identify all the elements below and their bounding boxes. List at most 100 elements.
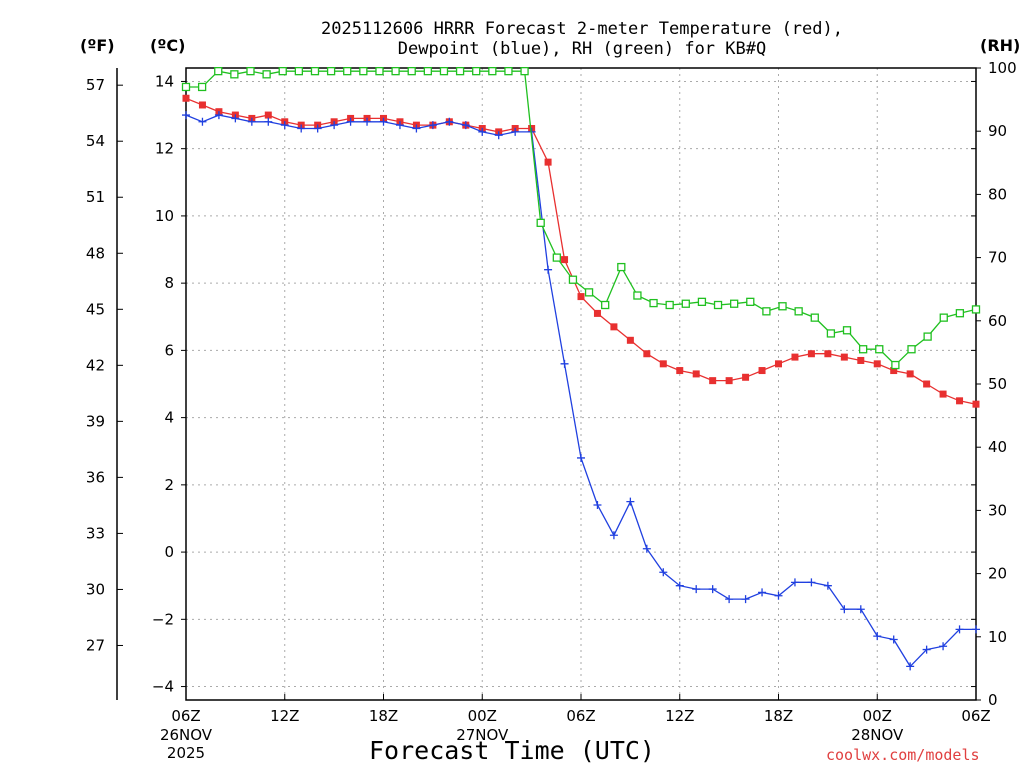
- temperature-point: [873, 360, 881, 368]
- x-tick-date: 26NOV: [160, 726, 213, 744]
- x-tick-label: 18Z: [764, 707, 793, 725]
- celsius-tick-label: 12: [155, 140, 174, 158]
- fahrenheit-tick-label: 48: [86, 244, 105, 262]
- dewpoint-point: [363, 117, 372, 126]
- dewpoint-point: [675, 581, 684, 590]
- temperature-point: [544, 158, 552, 166]
- temperature-point: [659, 360, 667, 368]
- dewpoint-point: [412, 124, 421, 133]
- dewpoint-point: [741, 595, 750, 604]
- dewpoint-point: [461, 121, 470, 130]
- dewpoint-point: [906, 662, 915, 671]
- temperature-point: [807, 350, 815, 358]
- rh-tick-label: 70: [988, 249, 1007, 267]
- rh-point: [278, 67, 287, 76]
- temperature-point: [643, 350, 651, 358]
- rh-point: [923, 332, 932, 341]
- temperature-point: [890, 367, 898, 375]
- rh-point: [907, 345, 916, 354]
- rh-point: [568, 275, 578, 284]
- x-tick-label: 06Z: [566, 707, 595, 725]
- dewpoint-point: [247, 117, 256, 126]
- unit-fahrenheit-label: (ºF): [80, 36, 115, 55]
- temperature-point: [561, 256, 569, 264]
- temperature-point: [775, 360, 782, 368]
- x-axis-title: Forecast Time (UTC): [369, 736, 655, 765]
- rh-point: [842, 326, 852, 335]
- temperature-point: [198, 101, 206, 109]
- series-layer: [181, 67, 981, 671]
- dewpoint-point: [609, 531, 618, 540]
- x-tick-label: 18Z: [369, 707, 398, 725]
- rh-point: [794, 307, 803, 316]
- dewpoint-point: [198, 117, 207, 126]
- rh-point: [310, 67, 320, 76]
- dewpoint-point: [593, 501, 602, 510]
- rh-point: [230, 70, 239, 79]
- rh-point: [665, 300, 674, 310]
- x-tick-label: 06Z: [961, 707, 990, 725]
- rh-point: [246, 67, 255, 76]
- rh-point: [326, 67, 336, 76]
- temperature-point: [791, 353, 799, 361]
- dewpoint-point: [428, 121, 437, 130]
- fahrenheit-tick-label: 51: [86, 188, 105, 206]
- dewpoint-point: [330, 121, 339, 130]
- rh-point: [697, 297, 707, 306]
- dewpoint-point: [972, 625, 980, 634]
- dewpoint-point: [955, 625, 964, 634]
- rh-point: [584, 288, 594, 297]
- rh-point: [649, 298, 658, 308]
- dewpoint-point: [840, 605, 849, 614]
- dewpoint-point: [708, 585, 717, 594]
- rh-point: [294, 67, 304, 76]
- rh-point: [746, 297, 755, 306]
- rh-tick-label: 10: [988, 628, 1007, 646]
- rh-tick-label: 0: [988, 691, 998, 709]
- rh-point: [875, 345, 884, 354]
- dewpoint-point: [939, 642, 948, 651]
- x-tick-label: 00Z: [863, 707, 892, 725]
- dewpoint-point: [889, 635, 898, 644]
- dewpoint-point: [544, 265, 553, 274]
- fahrenheit-tick-label: 36: [86, 468, 105, 486]
- dewpoint-point: [692, 585, 701, 594]
- celsius-tick-label: 4: [164, 409, 174, 427]
- dewpoint-point: [922, 645, 931, 654]
- rh-tick-label: 60: [988, 312, 1007, 330]
- dewpoint-point: [758, 588, 767, 597]
- fahrenheit-tick-label: 30: [86, 580, 105, 598]
- rh-tick-label: 100: [988, 59, 1017, 77]
- rh-point: [939, 313, 948, 322]
- rh-point: [391, 67, 400, 76]
- fahrenheit-ticks: 57 54 51 48 45 42 39 36 33 30 27: [86, 76, 123, 654]
- rh-point: [681, 299, 690, 308]
- series-dewpoint: [182, 111, 980, 671]
- temperature-point: [577, 293, 585, 301]
- celsius-tick-label: −2: [152, 610, 174, 628]
- fahrenheit-tick-label: 33: [86, 524, 105, 542]
- dewpoint-point: [231, 114, 240, 123]
- chart-title-line1: 2025112606 HRRR Forecast 2-meter Tempera…: [321, 19, 843, 39]
- dewpoint-point: [494, 131, 503, 140]
- rh-point: [601, 300, 610, 310]
- dewpoint-point: [214, 111, 223, 120]
- rh-point: [826, 329, 836, 338]
- x-tick-label: 06Z: [171, 707, 200, 725]
- temperature-point: [593, 309, 601, 317]
- plot-frame: [185, 67, 977, 701]
- celsius-tick-label: 14: [155, 72, 174, 90]
- rh-point: [472, 67, 481, 76]
- temperature-point: [264, 111, 272, 119]
- temperature-point: [725, 377, 733, 385]
- chart-title-line2: Dewpoint (blue), RH (green) for KB#Q: [398, 39, 766, 59]
- rh-point: [778, 302, 787, 311]
- dewpoint-point: [577, 453, 585, 462]
- dewpoint-point: [182, 111, 190, 120]
- rh-point: [520, 67, 529, 76]
- dewpoint-point: [790, 578, 799, 587]
- celsius-ticks: 14 12 10 8 6 4 2 0 −2 −4: [152, 72, 976, 696]
- celsius-tick-label: 6: [164, 341, 174, 359]
